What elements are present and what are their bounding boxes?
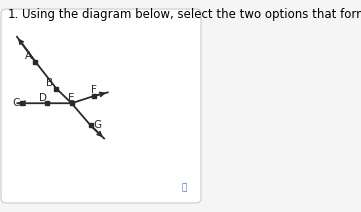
FancyBboxPatch shape xyxy=(1,9,201,203)
Text: D: D xyxy=(39,93,47,103)
Text: Using the diagram below, select the two options that form a pair of opposite ray: Using the diagram below, select the two … xyxy=(22,8,361,21)
Text: 1.: 1. xyxy=(8,8,19,21)
Text: B: B xyxy=(46,78,53,88)
Text: C: C xyxy=(12,98,19,108)
Text: E: E xyxy=(68,93,75,103)
Text: A: A xyxy=(25,51,32,61)
Text: G: G xyxy=(93,120,101,130)
Text: F: F xyxy=(91,85,97,95)
Text: ⬜: ⬜ xyxy=(181,184,187,192)
